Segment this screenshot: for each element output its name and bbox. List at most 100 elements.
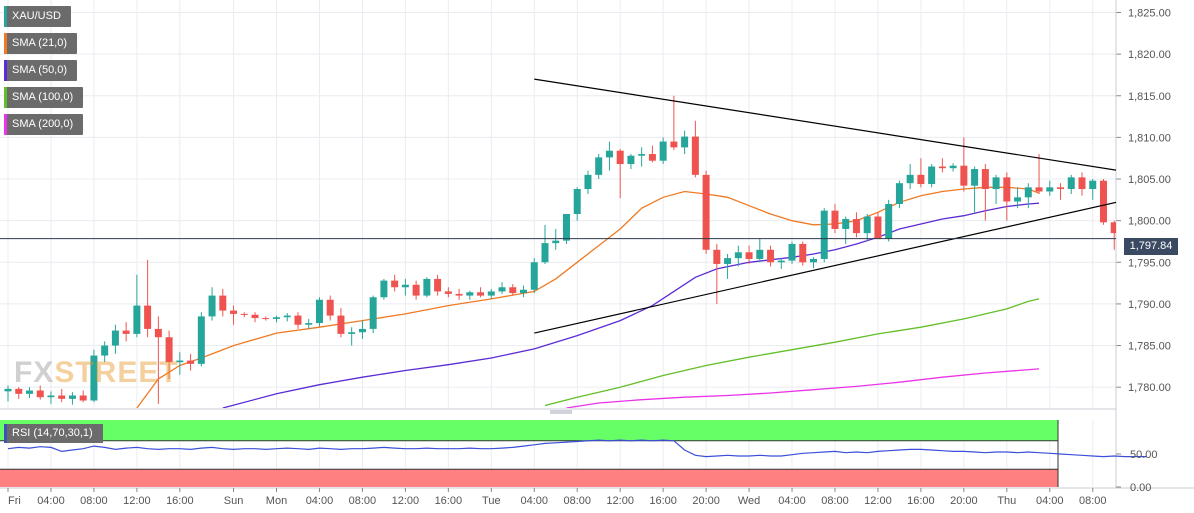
candle-body xyxy=(874,216,882,239)
rsi-legend-label[interactable]: RSI (14,70,30,1) xyxy=(4,424,103,443)
candle-body xyxy=(799,243,807,263)
candle-body xyxy=(895,183,903,204)
candle-body xyxy=(595,157,603,175)
rsi-tick-label: 50.00 xyxy=(1130,449,1158,461)
candle-body xyxy=(144,305,152,329)
trendline xyxy=(534,78,1116,171)
time-tick-label: Sun xyxy=(224,495,244,507)
candle-body xyxy=(541,243,549,263)
rsi-swatch xyxy=(4,424,7,443)
candle-body xyxy=(434,278,442,292)
candle-body xyxy=(294,315,302,325)
legend-swatch xyxy=(4,114,7,135)
candle-body xyxy=(315,299,323,324)
candle-body xyxy=(885,204,893,239)
candle-body xyxy=(788,243,796,261)
candle-body xyxy=(101,345,109,356)
candle-body xyxy=(326,299,334,316)
candle-body xyxy=(1110,222,1116,234)
time-tick-label: 08:00 xyxy=(1079,495,1107,507)
candle-body xyxy=(724,258,732,264)
candle-body xyxy=(971,169,979,186)
price-tick-label: 1,795.00 xyxy=(1128,257,1171,269)
time-tick-label: 04:00 xyxy=(520,495,548,507)
candle-body xyxy=(616,150,624,165)
candle-body xyxy=(906,174,914,184)
time-tick-label: 04:00 xyxy=(37,495,65,507)
candle-body xyxy=(423,278,431,296)
candle-body xyxy=(79,395,87,401)
legend-item-sma-100[interactable]: SMA (100,0) xyxy=(4,87,84,108)
candle-body xyxy=(1003,177,1011,202)
candle-body xyxy=(670,141,678,148)
candle-body xyxy=(928,166,936,185)
candle-body xyxy=(1089,180,1097,190)
candle-body xyxy=(863,216,871,234)
watermark-street: STREET xyxy=(54,356,179,389)
candle-body xyxy=(273,317,280,319)
price-tick-label: 1,790.00 xyxy=(1128,299,1171,311)
sma-line xyxy=(566,368,1040,408)
candle-body xyxy=(230,310,238,314)
time-tick-label: Wed xyxy=(738,495,760,507)
time-tick-label: 16:00 xyxy=(649,495,677,507)
candle-body xyxy=(305,323,313,325)
time-tick-label: 08:00 xyxy=(821,495,849,507)
candle-body xyxy=(1014,197,1022,202)
candle-body xyxy=(498,287,506,292)
candle-body xyxy=(187,360,195,364)
candle-body xyxy=(810,258,817,263)
time-tick-label: 08:00 xyxy=(563,495,591,507)
candle-body xyxy=(659,141,667,161)
candle-body xyxy=(111,330,119,346)
candle-body xyxy=(1057,187,1065,190)
candle-body xyxy=(1035,187,1043,192)
candle-body xyxy=(15,388,23,394)
candle-body xyxy=(4,388,12,392)
price-tick-label: 1,785.00 xyxy=(1128,341,1171,353)
legend-label: SMA (21,0) xyxy=(12,37,68,49)
candle-body xyxy=(702,174,710,250)
candle-body xyxy=(176,360,184,363)
candle-body xyxy=(1024,187,1032,198)
time-tick-label: 20:00 xyxy=(692,495,720,507)
candle-body xyxy=(852,218,860,234)
legend-item-sma-21[interactable]: SMA (21,0) xyxy=(4,33,78,54)
legend-item-xauusd[interactable]: XAU/USD xyxy=(4,6,71,27)
candle-body xyxy=(756,249,764,259)
candle-body xyxy=(240,313,248,315)
candle-body xyxy=(208,295,216,317)
candle-body xyxy=(401,284,409,288)
legend-label: XAU/USD xyxy=(12,10,61,22)
candle-body xyxy=(530,262,538,290)
candle-body xyxy=(681,136,689,148)
candle-body xyxy=(605,150,613,158)
candle-body xyxy=(552,240,560,244)
candle-body xyxy=(1067,177,1075,190)
time-tick-label: 04:00 xyxy=(778,495,806,507)
candle-body xyxy=(938,166,946,169)
time-tick-label: 20:00 xyxy=(950,495,978,507)
candle-body xyxy=(391,280,399,288)
candle-body xyxy=(219,295,227,311)
time-tick-label: Mon xyxy=(266,495,287,507)
legend-item-sma-50[interactable]: SMA (50,0) xyxy=(4,60,78,81)
watermark-fx: FX xyxy=(14,356,55,389)
price-tick-label: 1,780.00 xyxy=(1128,382,1171,394)
candle-body xyxy=(283,315,291,318)
candle-body xyxy=(842,218,850,229)
price-tick-label: 1,815.00 xyxy=(1128,91,1171,103)
candle-body xyxy=(713,249,721,264)
candle-body xyxy=(627,155,635,165)
candle-body xyxy=(820,210,828,259)
candle-body xyxy=(767,249,775,263)
legend-item-sma-200[interactable]: SMA (200,0) xyxy=(4,114,84,135)
candle-body xyxy=(777,260,785,263)
candle-body xyxy=(36,390,44,398)
price-tick-label: 1,825.00 xyxy=(1128,7,1171,19)
rsi-oversold-zone xyxy=(0,469,1058,487)
candle-body xyxy=(58,395,66,399)
candle-body xyxy=(981,169,989,190)
time-tick-label: 04:00 xyxy=(1036,495,1064,507)
time-tick-label: 08:00 xyxy=(349,495,377,507)
